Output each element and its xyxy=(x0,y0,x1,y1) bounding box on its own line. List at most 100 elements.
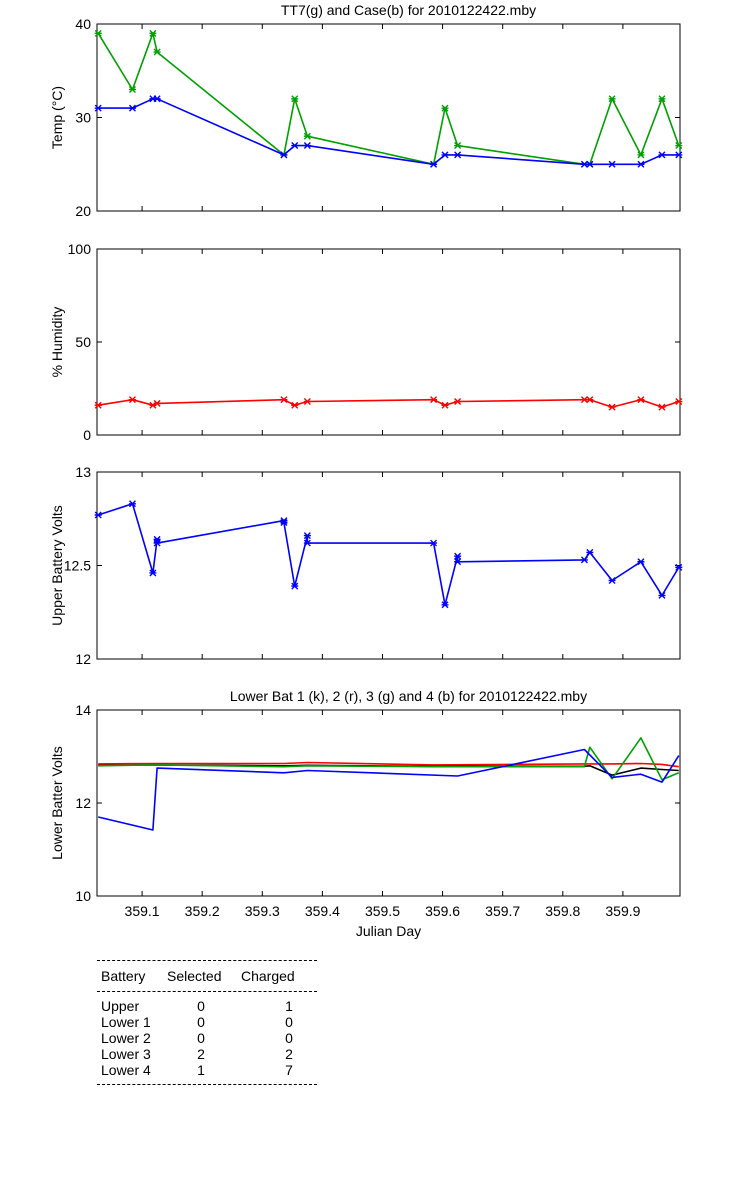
table-row: Lower 1 0 0 xyxy=(97,1014,317,1030)
data-point xyxy=(441,104,449,112)
data-point xyxy=(303,398,311,406)
x-tick-label: 359.1 xyxy=(125,903,160,919)
data-point xyxy=(280,151,288,159)
data-point xyxy=(675,151,683,159)
data-point xyxy=(153,399,161,407)
data-point xyxy=(291,582,299,590)
data-point xyxy=(454,558,462,566)
plot-frame-3 xyxy=(96,471,681,660)
x-tick-label: 359.8 xyxy=(545,903,580,919)
data-point xyxy=(280,396,288,404)
data-point xyxy=(149,569,157,577)
data-point xyxy=(128,396,136,404)
y-tick-label: 40 xyxy=(75,16,91,32)
y-tick-label: 14 xyxy=(75,702,91,718)
table-cell-selected: 0 xyxy=(197,998,205,1014)
data-point xyxy=(94,401,102,409)
data-point xyxy=(291,95,299,103)
y-tick-label: 50 xyxy=(75,334,91,350)
y-axis-label: Upper Battery Volts xyxy=(49,505,65,626)
series-line-lower-4 xyxy=(98,748,680,831)
chart-title: Lower Bat 1 (k), 2 (r), 3 (g) and 4 (b) … xyxy=(230,688,587,704)
y-tick-label: 100 xyxy=(68,241,92,257)
x-tick-label: 359.9 xyxy=(605,903,640,919)
table-cell-battery: Lower 4 xyxy=(101,1062,151,1078)
x-tick-label: 359.5 xyxy=(365,903,400,919)
data-point xyxy=(675,398,683,406)
table-cell-selected: 1 xyxy=(197,1062,205,1078)
table-cell-selected: 0 xyxy=(197,1014,205,1030)
table-cell-charged: 1 xyxy=(285,998,293,1014)
series-line-humidity xyxy=(98,398,680,408)
data-point xyxy=(128,104,136,112)
data-point xyxy=(586,160,594,168)
data-point xyxy=(303,142,311,150)
x-tick-label: 359.2 xyxy=(185,903,220,919)
table-rule-bottom xyxy=(97,1084,317,1085)
data-point xyxy=(454,151,462,159)
y-tick-label: 30 xyxy=(75,110,91,126)
plot-frame-2 xyxy=(96,248,681,436)
data-point xyxy=(441,401,449,409)
table-header-selected: Selected xyxy=(167,968,222,984)
data-point xyxy=(658,403,666,411)
table-cell-charged: 2 xyxy=(285,1046,293,1062)
table-header-row: Battery Selected Charged xyxy=(97,961,317,991)
data-point xyxy=(303,532,311,540)
plot-frame-1 xyxy=(96,23,681,212)
data-point xyxy=(637,151,645,159)
data-point xyxy=(94,104,102,112)
table-cell-selected: 2 xyxy=(197,1046,205,1062)
y-tick-label: 12.5 xyxy=(64,558,91,574)
data-point xyxy=(430,396,438,404)
data-point xyxy=(441,151,449,159)
plot-frame-4 xyxy=(96,709,681,897)
data-point xyxy=(454,142,462,150)
data-point xyxy=(658,95,666,103)
data-point xyxy=(149,29,157,37)
data-point xyxy=(128,85,136,93)
chart-title: TT7(g) and Case(b) for 2010122422.mby xyxy=(281,2,536,18)
data-point xyxy=(675,563,683,571)
table-row: Lower 2 0 0 xyxy=(97,1030,317,1046)
data-point xyxy=(441,601,449,609)
table-cell-selected: 0 xyxy=(197,1030,205,1046)
data-point xyxy=(291,401,299,409)
table-rule-mid xyxy=(97,991,317,992)
data-point xyxy=(608,160,616,168)
data-point xyxy=(608,95,616,103)
table-cell-battery: Upper xyxy=(101,998,140,1014)
table-row: Lower 4 1 7 xyxy=(97,1062,317,1078)
data-point xyxy=(430,539,438,547)
y-tick-label: 20 xyxy=(75,203,91,219)
data-point xyxy=(303,132,311,140)
x-axis-label: Julian Day xyxy=(356,923,421,939)
data-point xyxy=(580,556,588,564)
data-point xyxy=(658,151,666,159)
data-point xyxy=(128,500,136,508)
table-cell-battery: Lower 3 xyxy=(101,1046,151,1062)
data-point xyxy=(675,142,683,150)
series-line-lower-3 xyxy=(98,737,680,781)
y-tick-label: 10 xyxy=(75,888,91,904)
data-point xyxy=(291,142,299,150)
table-header-charged: Charged xyxy=(241,968,295,984)
y-tick-label: 12 xyxy=(75,651,91,667)
y-tick-label: 13 xyxy=(75,464,91,480)
x-tick-label: 359.4 xyxy=(305,903,340,919)
battery-table: Battery Selected Charged Upper 0 1 Lower… xyxy=(97,960,317,1085)
data-point xyxy=(153,48,161,56)
data-point xyxy=(454,398,462,406)
table-cell-charged: 0 xyxy=(285,1014,293,1030)
data-point xyxy=(637,160,645,168)
data-point xyxy=(430,160,438,168)
table-header-battery: Battery xyxy=(101,968,146,984)
data-point xyxy=(303,539,311,547)
data-point xyxy=(637,396,645,404)
data-point xyxy=(586,396,594,404)
series-line-lower-2 xyxy=(98,761,679,768)
table-row: Lower 3 2 2 xyxy=(97,1046,317,1062)
y-axis-label: Lower Batter Volts xyxy=(49,746,65,860)
data-point xyxy=(454,552,462,560)
table-row: Upper 0 1 xyxy=(97,998,317,1014)
